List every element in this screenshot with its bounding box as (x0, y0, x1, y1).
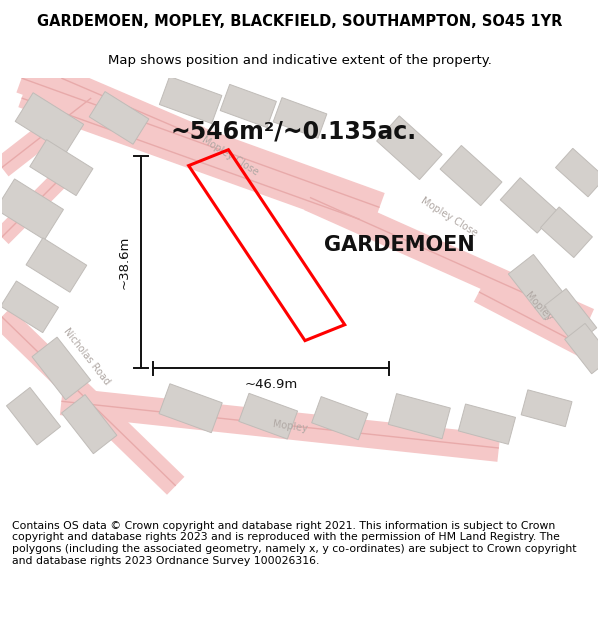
Bar (15, 92, 83, 153)
Text: Mopley: Mopley (523, 291, 554, 323)
Bar (239, 393, 298, 439)
Bar (273, 98, 327, 138)
Bar (26, 238, 87, 292)
Text: GARDEMOEN, MOPLEY, BLACKFIELD, SOUTHAMPTON, SO45 1YR: GARDEMOEN, MOPLEY, BLACKFIELD, SOUTHAMPT… (37, 14, 563, 29)
Text: ~546m²/~0.135ac.: ~546m²/~0.135ac. (171, 120, 417, 144)
Bar (62, 394, 117, 454)
Bar (220, 84, 277, 127)
Bar (0, 179, 64, 240)
Bar (544, 289, 597, 345)
Text: GARDEMOEN: GARDEMOEN (324, 235, 475, 255)
Bar (500, 177, 557, 233)
Bar (7, 388, 61, 445)
Text: Map shows position and indicative extent of the property.: Map shows position and indicative extent… (108, 54, 492, 68)
Bar (541, 207, 592, 258)
Text: ~46.9m: ~46.9m (245, 378, 298, 391)
Text: Mopley Close: Mopley Close (419, 196, 479, 239)
Bar (440, 146, 502, 206)
Text: Nicholas Road: Nicholas Road (61, 326, 112, 387)
Bar (458, 404, 515, 444)
Bar (521, 390, 572, 427)
Bar (89, 91, 149, 144)
Bar (30, 139, 93, 196)
Bar (556, 148, 600, 197)
Text: Mopley Close: Mopley Close (200, 134, 260, 177)
Text: Mopley: Mopley (272, 419, 308, 434)
Bar (32, 337, 91, 400)
Text: Contains OS data © Crown copyright and database right 2021. This information is : Contains OS data © Crown copyright and d… (12, 521, 577, 566)
Bar (565, 323, 600, 374)
Bar (377, 116, 442, 179)
Bar (311, 397, 368, 440)
Text: ~38.6m: ~38.6m (118, 236, 131, 289)
Bar (1, 281, 59, 332)
Bar (160, 76, 222, 124)
Bar (159, 384, 222, 432)
Bar (388, 394, 451, 439)
Bar (508, 254, 569, 319)
